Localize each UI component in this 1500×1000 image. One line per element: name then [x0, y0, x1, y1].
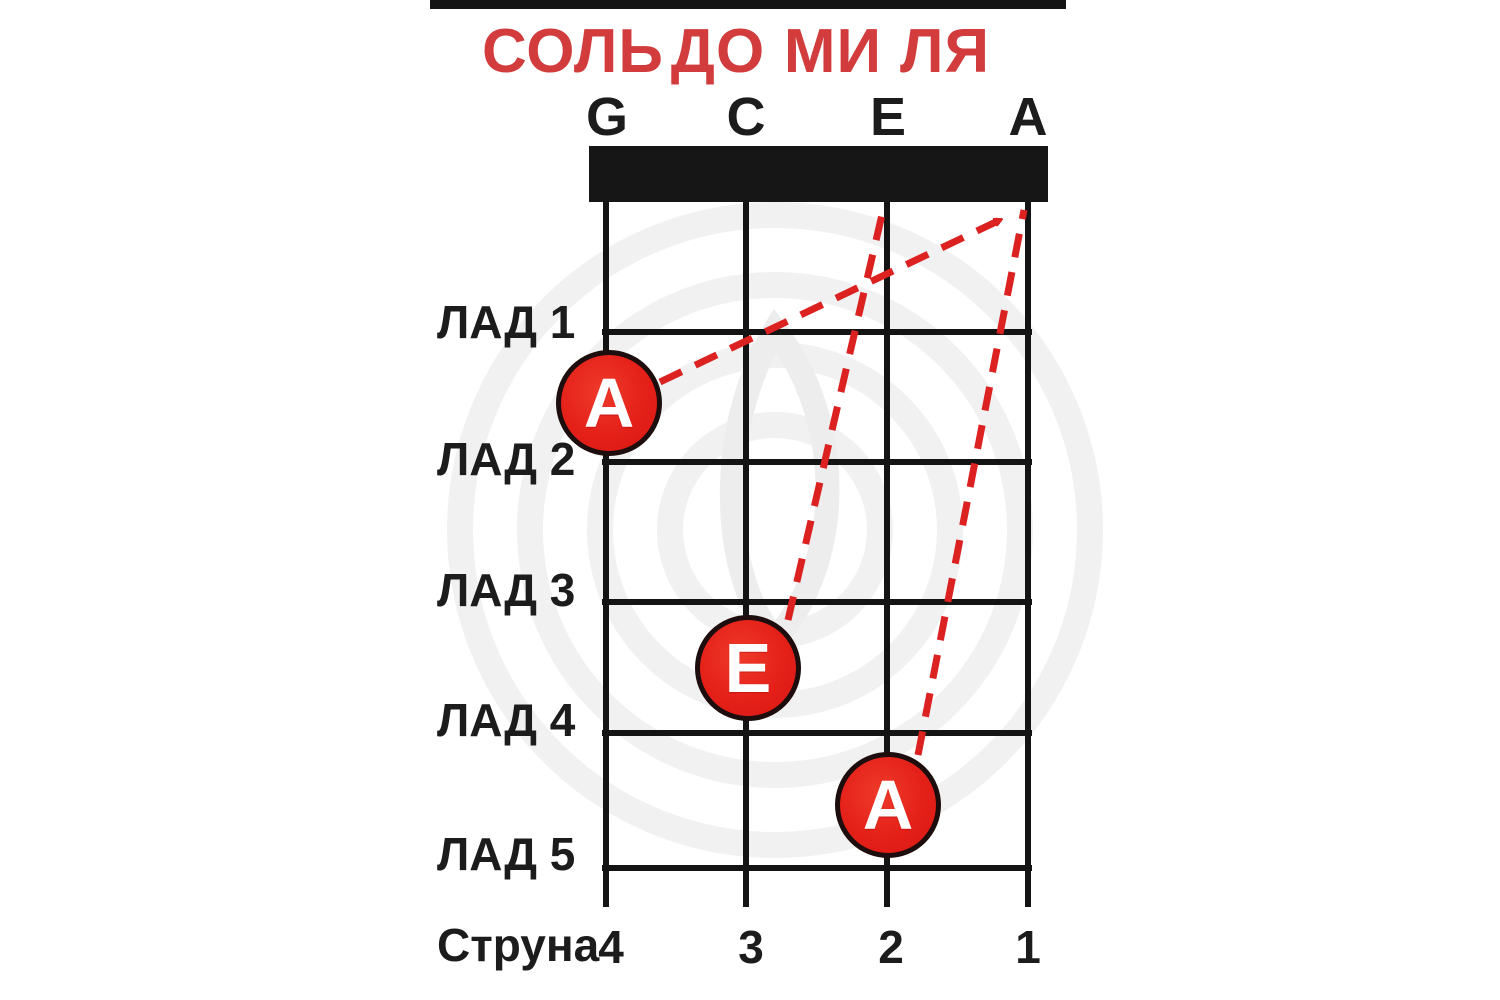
guide-line-e5-to-a [914, 209, 1028, 756]
fret-label-4: ЛАД 4 [437, 694, 576, 746]
cropped-top-banner [430, 0, 1066, 9]
fret-line-5 [602, 865, 1032, 871]
fret-line-2 [602, 459, 1032, 465]
fret-label-3: ЛАД 3 [437, 564, 576, 616]
string-4-g [603, 195, 609, 907]
note-name-sol: СОЛЬ [482, 17, 664, 86]
string-letter-e: E [869, 87, 907, 147]
marker-note-label: E [724, 629, 772, 707]
string-number-3: 3 [738, 921, 764, 973]
nut-bar [589, 146, 1048, 202]
string-number-1: 1 [1015, 921, 1041, 973]
note-name-do: ДО [670, 17, 766, 86]
guide-line-g2-to-a [658, 216, 1000, 386]
note-name-la: ЛЯ [899, 17, 991, 86]
fret-line-4 [602, 730, 1032, 736]
string-1-a [1025, 195, 1031, 907]
string-3-c [743, 195, 749, 907]
note-name-mi: МИ [783, 17, 883, 86]
string-letter-a: A [1008, 87, 1048, 147]
marker-e-string-c-fret-4: E [695, 615, 801, 721]
fret-label-2: ЛАД 2 [437, 433, 576, 485]
marker-note-label: A [583, 364, 635, 442]
fret-label-5: ЛАД 5 [437, 828, 576, 880]
marker-note-label: A [862, 766, 914, 844]
fret-label-1: ЛАД 1 [437, 296, 576, 348]
marker-a-string-e-fret-5: A [835, 752, 941, 858]
fret-line-1 [602, 329, 1032, 335]
string-letter-g: G [585, 87, 629, 147]
fret-line-3 [602, 599, 1032, 605]
marker-a-string-g-fret-2: A [556, 350, 662, 456]
string-row-label: Струна [437, 919, 600, 971]
guide-line-c4-to-e [784, 205, 888, 621]
string-number-4: 4 [598, 921, 624, 973]
string-letter-c: C [726, 87, 766, 147]
string-number-2: 2 [878, 921, 904, 973]
